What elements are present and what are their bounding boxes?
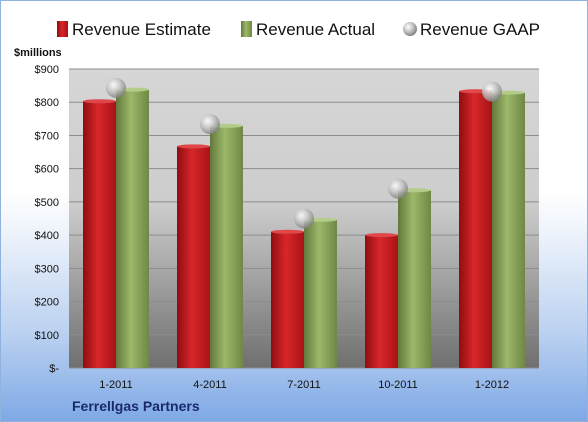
y-axis-ticks: $- $100 $200 $300 $400 $500 $600 $700 $800 $900 xyxy=(35,64,60,375)
y-tick-label: $100 xyxy=(35,330,59,342)
bar-revenue-estimate xyxy=(83,101,116,368)
x-tick-label: 1-2011 xyxy=(99,379,132,391)
bar-revenue-estimate xyxy=(177,146,210,368)
legend-label: Revenue Actual xyxy=(256,20,375,39)
y-tick-label: $200 xyxy=(35,297,59,309)
y-tick-label: $600 xyxy=(35,164,59,176)
bar-cap-estimate xyxy=(365,233,398,238)
bars-group xyxy=(83,87,525,369)
bar-cap-estimate xyxy=(83,99,116,104)
x-tick-label: 4-2011 xyxy=(193,379,226,391)
y-axis-unit-label: $millions xyxy=(14,47,62,59)
y-tick-label: $- xyxy=(49,363,59,375)
legend-key-revenue-actual xyxy=(241,21,252,37)
y-tick-label: $400 xyxy=(35,230,59,242)
y-tick-label: $800 xyxy=(35,97,59,109)
legend-label: Revenue Estimate xyxy=(72,20,211,39)
marker-revenue-gaap xyxy=(294,208,314,229)
legend: Revenue Estimate Revenue Actual Revenue GA… xyxy=(57,20,540,39)
bar-revenue-actual xyxy=(304,219,337,368)
legend-key-revenue-gaap xyxy=(403,22,417,36)
bar-revenue-actual xyxy=(492,92,525,369)
bar-revenue-estimate xyxy=(459,91,492,369)
company-name: Ferrellgas Partners xyxy=(72,398,200,414)
legend-label: Revenue GAAP xyxy=(420,20,540,39)
marker-revenue-gaap xyxy=(106,77,126,98)
bar-revenue-actual xyxy=(116,89,149,368)
bar-revenue-estimate xyxy=(271,231,304,368)
bar-revenue-actual xyxy=(398,190,431,368)
y-tick-label: $300 xyxy=(35,263,59,275)
marker-revenue-gaap xyxy=(200,114,220,135)
marker-revenue-gaap xyxy=(482,81,502,102)
bar-cap-estimate xyxy=(271,229,304,234)
bar-cap-estimate xyxy=(177,144,210,149)
marker-revenue-gaap xyxy=(388,178,408,199)
y-tick-label: $900 xyxy=(35,64,59,76)
y-tick-label: $500 xyxy=(35,197,59,209)
bar-revenue-actual xyxy=(210,125,243,368)
x-tick-label: 1-2012 xyxy=(475,379,509,391)
x-tick-label: 7-2011 xyxy=(287,379,320,391)
bar-revenue-estimate xyxy=(365,235,398,368)
x-axis-ticks: 1-2011 4-2011 7-2011 10-2011 1-2012 xyxy=(99,379,509,391)
legend-key-revenue-estimate xyxy=(57,21,68,37)
gaap-markers-group xyxy=(106,77,502,229)
x-tick-label: 10-2011 xyxy=(378,379,418,391)
y-tick-label: $700 xyxy=(35,130,59,142)
